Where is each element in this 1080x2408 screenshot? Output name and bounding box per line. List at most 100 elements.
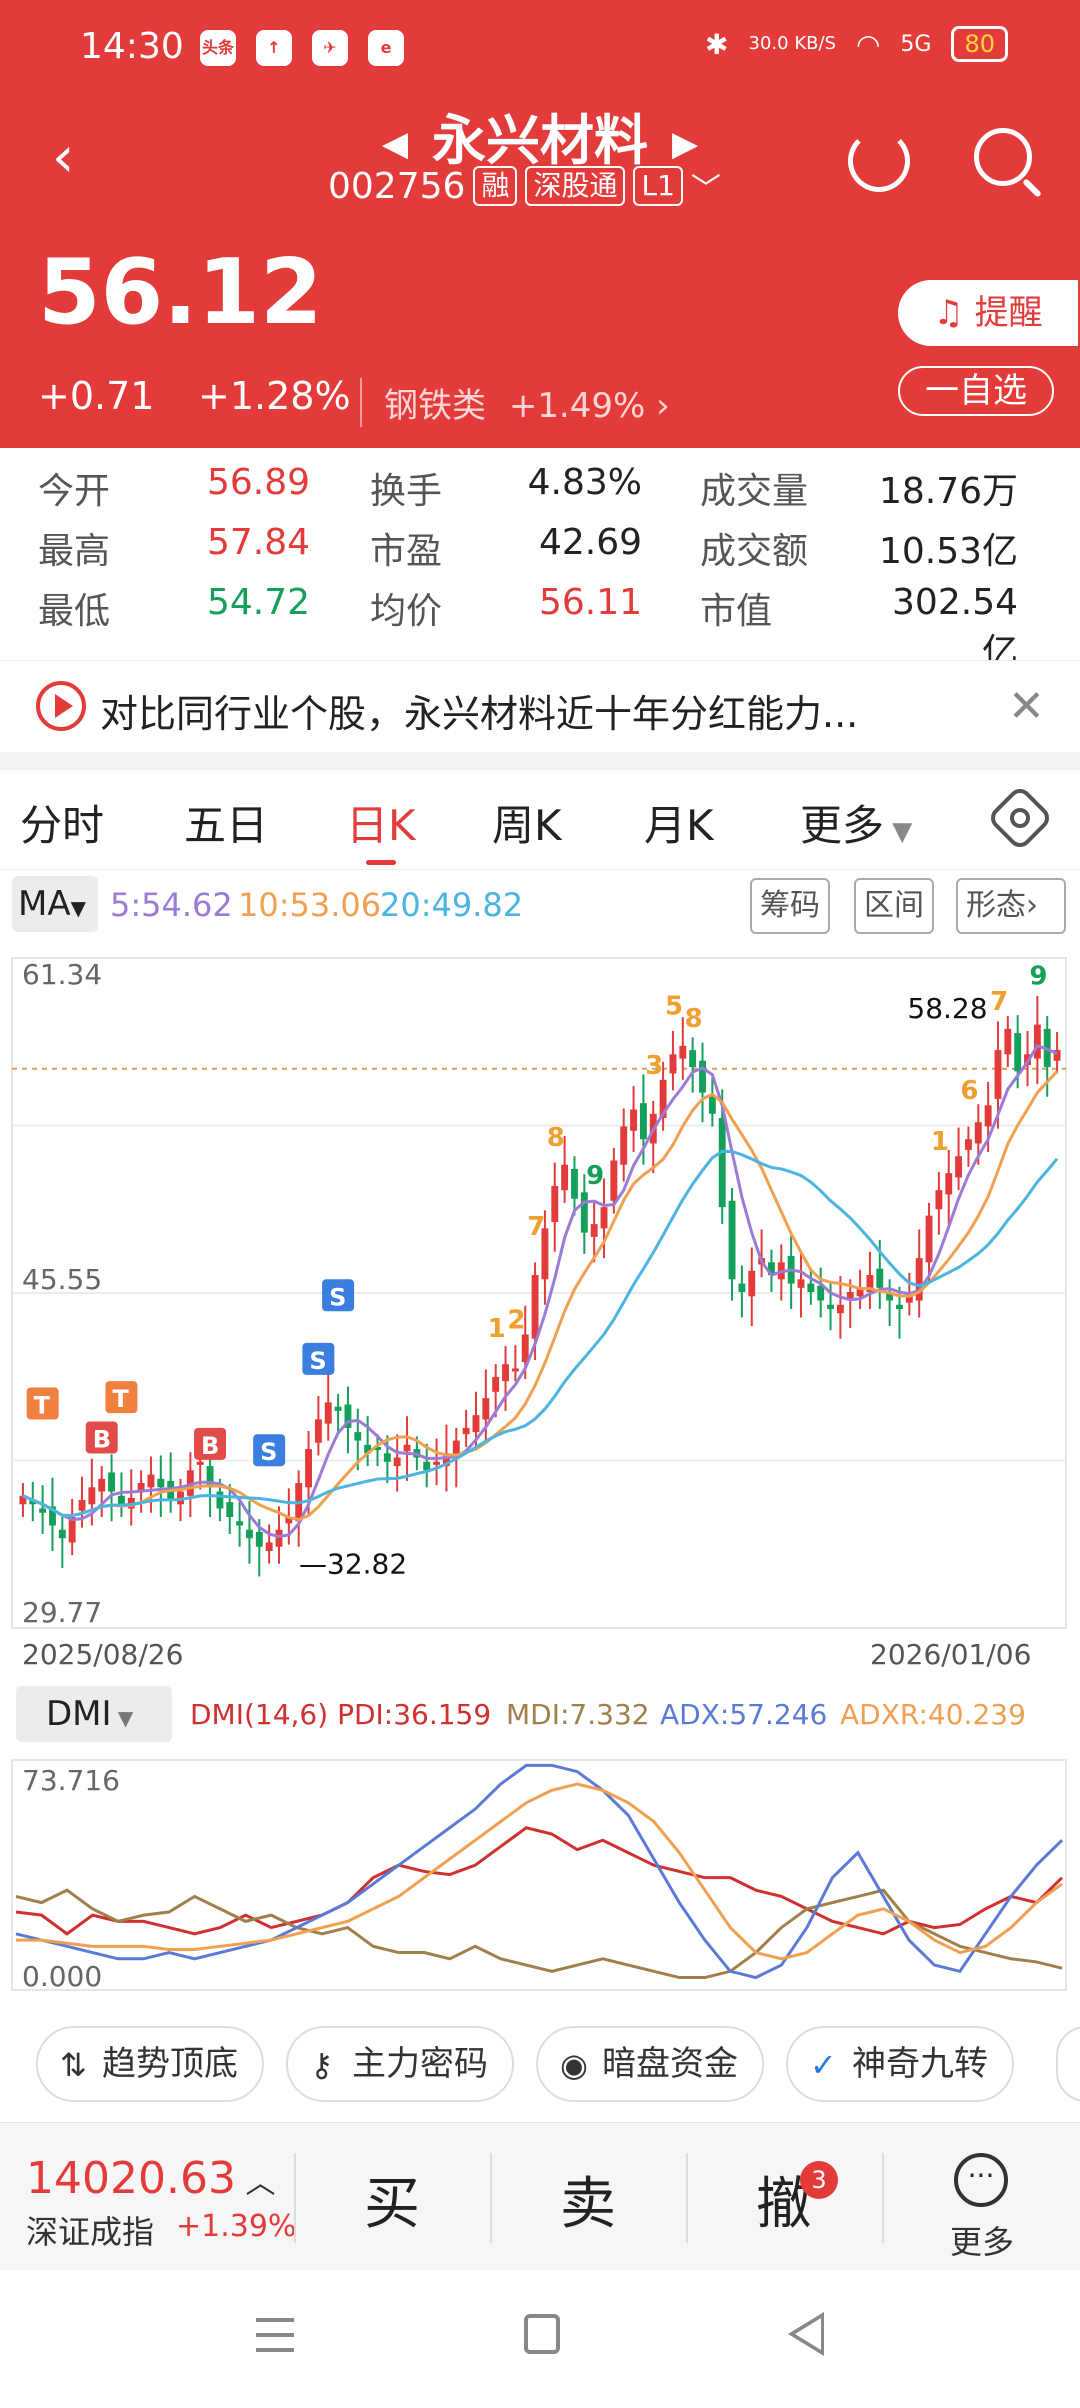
current-price: 56.12 [38,240,323,345]
net-speed: 30.0 KB/S [748,33,836,54]
next-stock-icon[interactable]: ▶ [672,124,699,165]
marker-top-bg [26,1387,59,1420]
more-icon[interactable]: ··· [954,2153,1008,2207]
system-nav-bar [0,2270,1080,2408]
candle [846,1292,854,1299]
divider [686,2153,688,2243]
home-icon[interactable] [524,2314,560,2354]
candle [994,1050,1002,1099]
candle [571,1168,578,1199]
prev-stock-icon[interactable]: ◀ [381,124,408,165]
x-axis-end-label: 2026/01/06 [870,1638,1031,1670]
quote-row: 最高 57.84 市盈 42.69 成交额 10.53亿 [0,522,1080,582]
pattern-button[interactable]: 形态› [956,878,1066,934]
tab-five-day[interactable]: 五日 [184,801,269,850]
tool-magic-nine[interactable]: ✓ 神奇九转 [786,2026,1014,2102]
more-label[interactable]: 更多 [950,2223,1015,2261]
candle [600,1207,608,1229]
candle [88,1487,96,1505]
watchlist-button[interactable]: 一自选 [898,366,1054,416]
nine-turn-count: 3 [645,1051,663,1081]
tool-bar: ⇅ 趋势顶底 ⚷ 主力密码 ◉ 暗盘资金 ✓ 神奇九转 [0,2010,1080,2120]
tab-weekly-k[interactable]: 周K [492,801,562,850]
tab-daily-k[interactable]: 日K [346,801,416,850]
candle [344,1404,352,1428]
caret-down-icon: ▼ [111,1706,134,1730]
menu-icon[interactable] [256,2318,294,2352]
candle [1004,1028,1012,1055]
nine-turn-count: 1 [488,1314,506,1344]
tab-intraday[interactable]: 分时 [20,801,105,850]
quote-value: 56.11 [538,582,642,623]
buy-button[interactable]: 买 [364,2172,420,2237]
indicator-selector[interactable]: DMI ▼ [16,1686,172,1742]
settings-icon[interactable] [986,784,1054,852]
news-text: 对比同行业个股，永兴材料近十年分红能力... [100,692,859,736]
candle [324,1402,332,1424]
candle [836,1304,844,1314]
stock-name: 永兴材料 [432,109,648,172]
sector-link[interactable]: 钢铁类 +1.49% › [360,378,670,427]
quote-label: 成交额 [700,531,809,572]
refresh-icon[interactable] [848,130,910,192]
chips-button[interactable]: 筹码 [750,878,830,934]
candle [659,1079,667,1119]
candle [541,1228,549,1280]
back-icon[interactable] [788,2312,824,2356]
tool-dark-pool[interactable]: ◉ 暗盘资金 [536,2026,764,2102]
news-bar[interactable]: 对比同行业个股，永兴材料近十年分红能力... ✕ [0,660,1080,752]
tool-main-force[interactable]: ⚷ 主力密码 [286,2026,514,2102]
kline-chart[interactable]: 61.34 45.55 29.77 2025/08/26 2026/01/06 58.28… [0,938,1080,1670]
search-icon[interactable] [974,128,1032,186]
index-value[interactable]: 14020.63 ︿ [26,2153,276,2204]
ma-selector[interactable]: MA▼ [12,876,98,932]
sell-button[interactable]: 卖 [560,2172,616,2237]
candle [49,1506,56,1526]
dmi-params: DMI(14,6) [190,1698,329,1731]
dmi-chart[interactable]: 73.716 0.000 [0,1750,1080,2000]
candle [738,1283,746,1293]
section-divider [0,752,1080,770]
status-indicators: ✱ 30.0 KB/S ◠ 5G 80 [705,26,1008,62]
candle [265,1542,273,1551]
marker-top: T [34,1392,51,1420]
caret-up-icon: ︿ [235,2166,276,2201]
tab-more[interactable]: 更多 ▼ [800,792,912,853]
dmi-pdi-label: DMI(14,6) PDI:36.159 [190,1698,491,1731]
tab-monthly-k[interactable]: 月K [644,801,714,850]
tool-trend-top-bottom[interactable]: ⇅ 趋势顶底 [36,2026,264,2102]
quote-grid: 今开 56.89 换手 4.83% 成交量 18.76万 最高 57.84 市盈 42.69 成交额… [0,448,1080,673]
cancel-count-badge: 3 [800,2161,838,2199]
stock-code: 002756 [328,165,466,207]
quote-value: 4.83% [527,462,642,503]
adx-line [15,1763,1064,1980]
nine-turn-count: 1 [931,1127,949,1157]
back-button[interactable]: ‹ [52,125,75,190]
marker-sell: S [309,1347,326,1375]
candle [216,1491,224,1509]
nine-turn-count: 6 [960,1076,978,1106]
marker-buy: B [201,1432,219,1460]
quote-label: 最低 [38,591,111,632]
candle [876,1268,884,1288]
nine-turn-count: 8 [547,1123,565,1153]
remind-button[interactable]: ♫ 提醒 [898,280,1078,346]
candle [886,1292,894,1301]
nine-turn-count: 5 [665,991,683,1021]
range-button[interactable]: 区间 [854,878,934,934]
candle [551,1185,559,1223]
stock-code-row[interactable]: 002756 融 深股通 L1 ﹀ [328,164,721,208]
nine-turn-count: 2 [507,1305,525,1335]
candle [39,1508,47,1513]
candle [186,1470,194,1496]
candle [383,1453,391,1462]
close-icon[interactable]: ✕ [1008,681,1045,732]
marker-top: T [112,1385,129,1413]
candle [679,1045,687,1059]
tool-more[interactable] [1056,2026,1080,2102]
divider [490,2153,492,2243]
marker-sell: S [260,1438,277,1466]
candle [374,1446,381,1450]
y-axis-mid-label: 45.55 [22,1263,102,1296]
chart-tabs: 分时 五日 日K 周K 月K 更多 ▼ [0,770,1080,870]
